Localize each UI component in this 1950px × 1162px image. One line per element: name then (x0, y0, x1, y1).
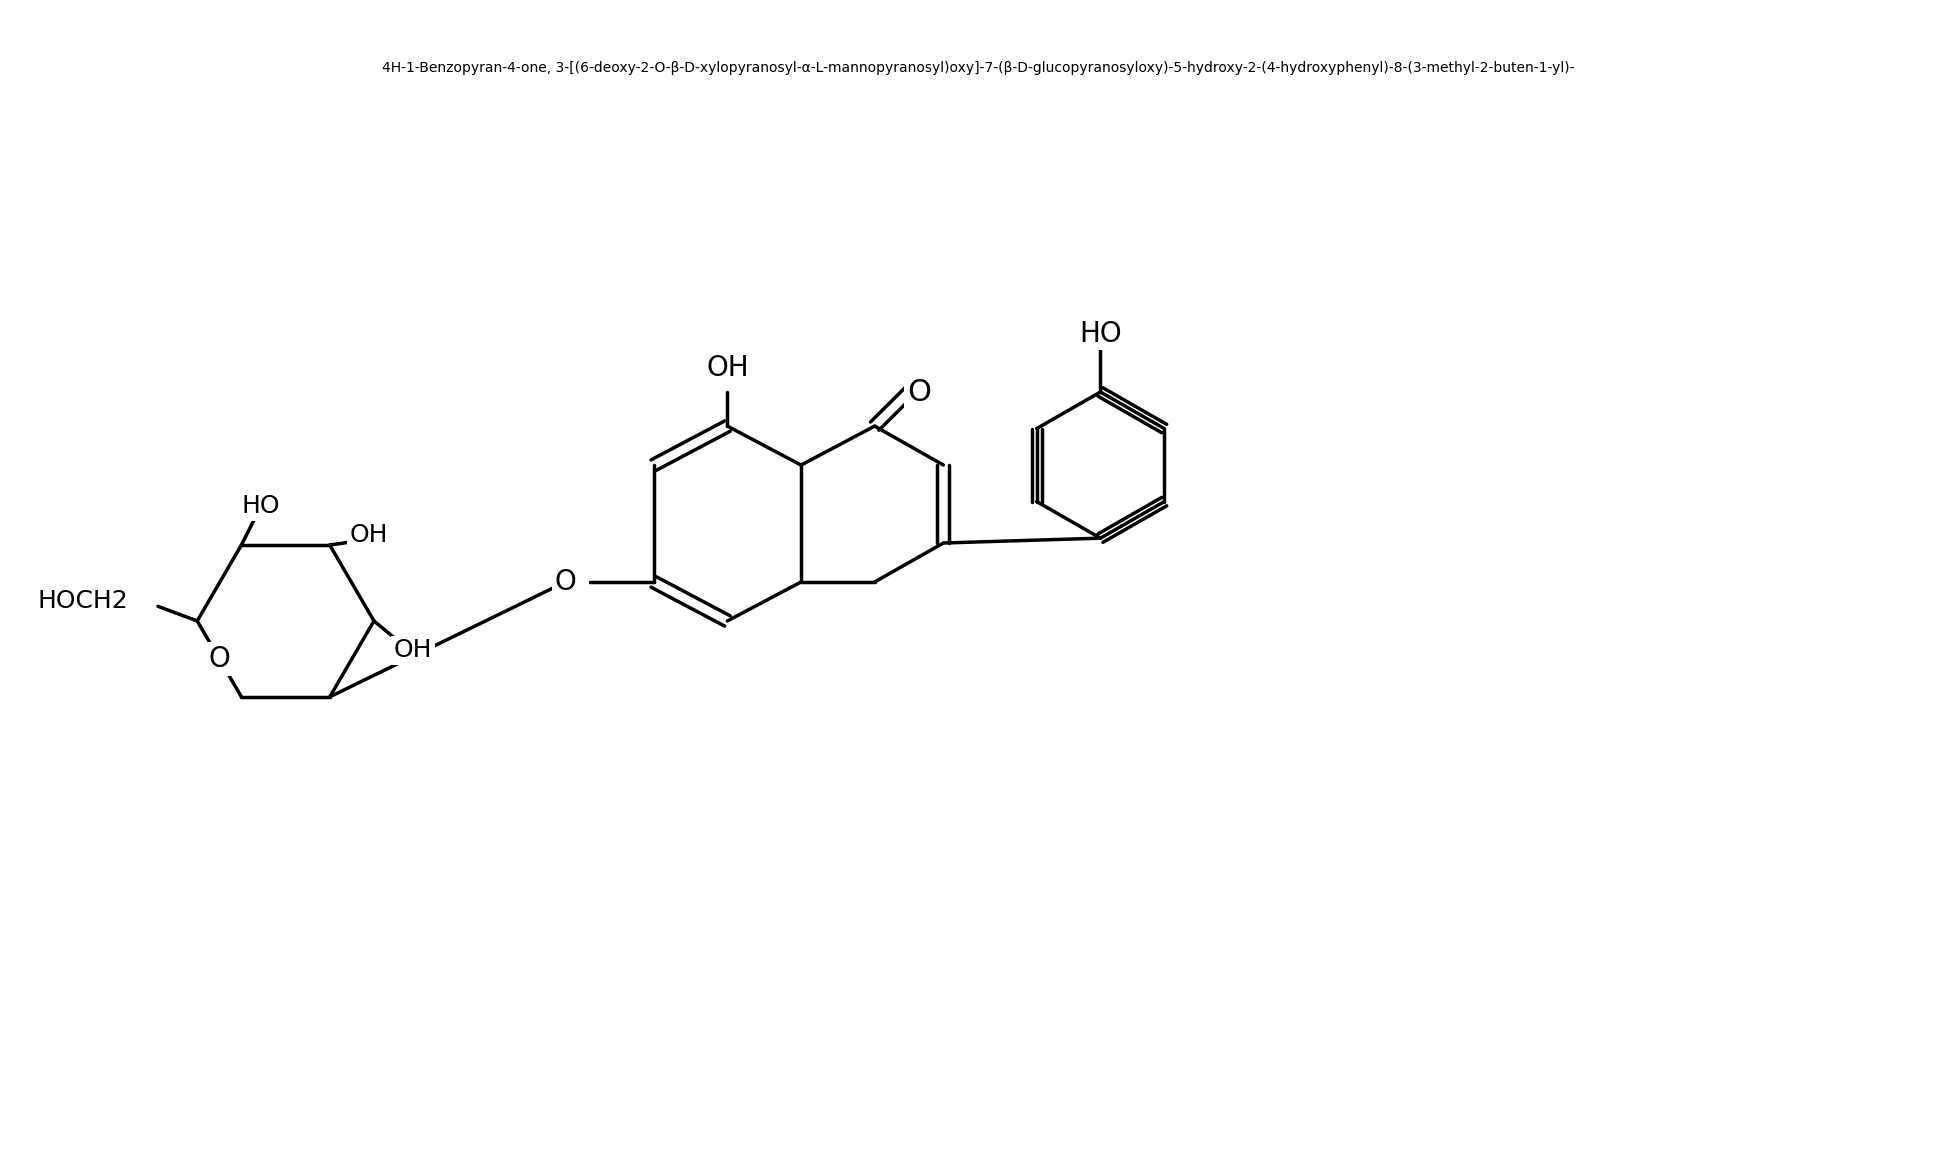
Text: OH: OH (349, 523, 388, 547)
Text: HOCH2: HOCH2 (37, 589, 129, 614)
Text: O: O (554, 568, 577, 596)
Text: 4H-1-Benzopyran-4-one, 3-[(6-deoxy-2-O-β-D-xylopyranosyl-α-L-mannopyranosyl)oxy]: 4H-1-Benzopyran-4-one, 3-[(6-deoxy-2-O-β… (382, 62, 1574, 76)
Text: HO: HO (1078, 320, 1121, 347)
Text: O: O (209, 645, 230, 673)
Text: OH: OH (706, 353, 749, 381)
Text: O: O (907, 378, 930, 407)
Text: HO: HO (242, 494, 281, 518)
Text: OH: OH (394, 638, 433, 662)
